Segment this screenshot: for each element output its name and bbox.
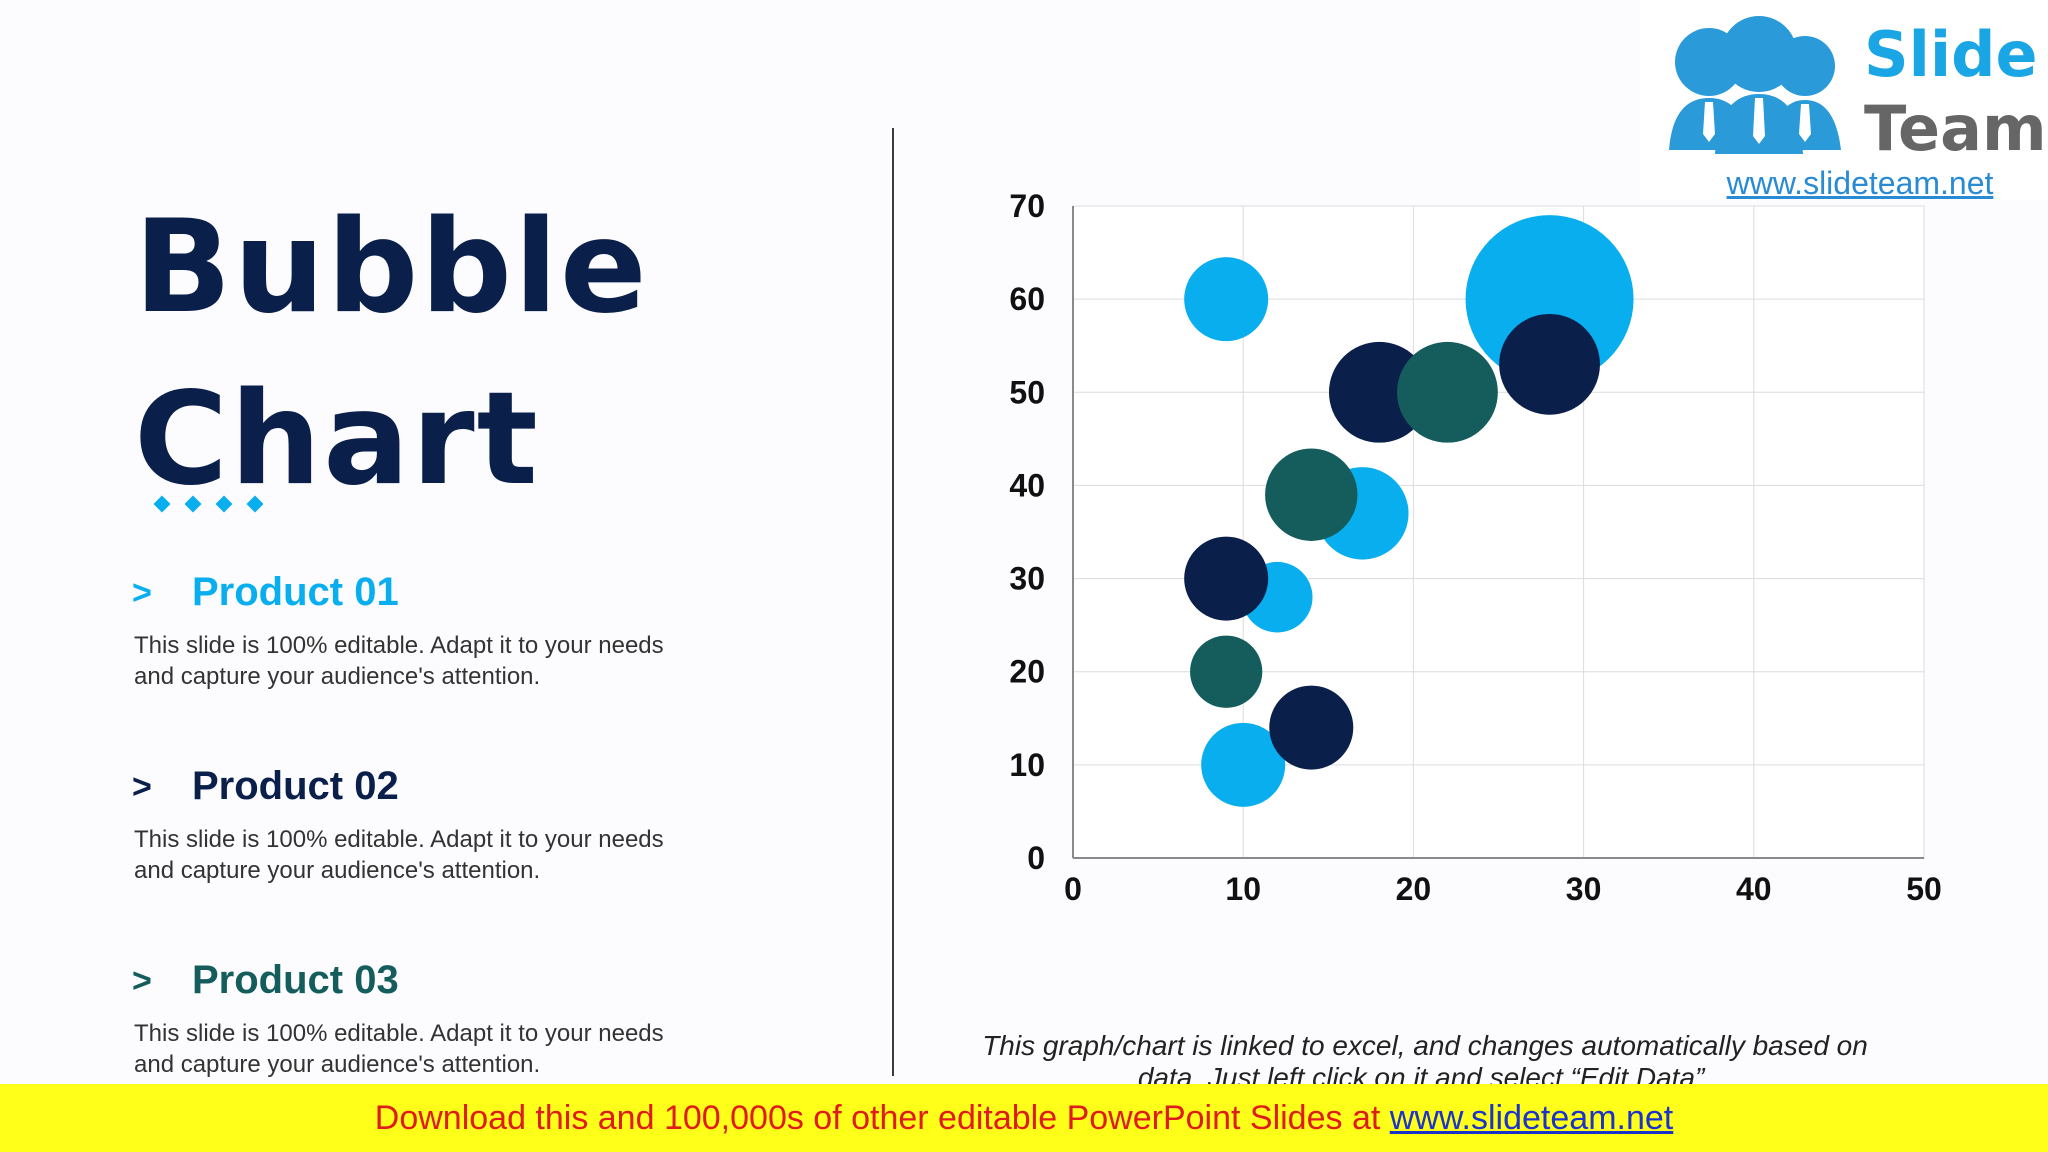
x-tick-label: 20 <box>1396 871 1432 907</box>
product-01-desc-line-1: This slide is 100% editable. Adapt it to… <box>134 632 664 659</box>
x-tick-label: 10 <box>1225 871 1261 907</box>
people-icon <box>1669 16 1841 154</box>
bubble-point <box>1190 635 1263 708</box>
bubble-point <box>1499 313 1600 415</box>
x-tick-label: 50 <box>1906 871 1942 907</box>
product-02-desc-line-1: This slide is 100% editable. Adapt it to… <box>134 826 664 853</box>
slide-title: Bubble Chart <box>134 182 649 526</box>
x-tick-label: 30 <box>1566 871 1602 907</box>
product-01-title: Product 01 <box>192 570 399 614</box>
product-03-title: Product 03 <box>192 958 399 1002</box>
download-banner: Download this and 100,000s of other edit… <box>0 1084 2048 1152</box>
y-tick-label: 10 <box>1009 747 1045 783</box>
logo-url-link[interactable]: www.slideteam.net <box>1726 165 1994 201</box>
y-tick-label: 20 <box>1009 654 1045 690</box>
product-01-desc-line-2: and capture your audience's attention. <box>134 663 541 690</box>
logo-word-team: Team <box>1864 92 2047 165</box>
product-01-block: > Product 01 This slide is 100% editable… <box>132 570 752 690</box>
bubble-point <box>1269 685 1354 770</box>
y-tick-label: 30 <box>1009 561 1045 597</box>
x-tick-label: 0 <box>1064 871 1082 907</box>
title-line-1: Bubble <box>134 193 649 342</box>
product-02-description: This slide is 100% editable. Adapt it to… <box>134 824 754 886</box>
product-03-description: This slide is 100% editable. Adapt it to… <box>134 1018 754 1080</box>
bubble-point <box>1184 536 1269 621</box>
y-tick-label: 40 <box>1009 467 1045 503</box>
vertical-divider <box>892 128 894 1076</box>
bubble-point <box>1201 722 1286 807</box>
product-03-block: > Product 03 This slide is 100% editable… <box>132 958 752 1078</box>
product-02-block: > Product 02 This slide is 100% editable… <box>132 764 752 884</box>
product-01-description: This slide is 100% editable. Adapt it to… <box>134 630 754 692</box>
y-tick-label: 70 <box>1009 188 1045 224</box>
banner-link[interactable]: www.slideteam.net <box>1389 1099 1674 1137</box>
bubble-point <box>1397 341 1498 443</box>
bubble-point <box>1184 257 1269 342</box>
banner-text: Download this and 100,000s of other edit… <box>374 1099 1390 1137</box>
slideteam-logo[interactable]: Slide Team www.slideteam.net <box>1640 0 2048 201</box>
product-03-desc-line-2: and capture your audience's attention. <box>134 1051 541 1078</box>
product-02-title: Product 02 <box>192 764 399 808</box>
product-02-desc-line-2: and capture your audience's attention. <box>134 857 541 884</box>
chevron-right-icon: > <box>132 768 152 806</box>
y-tick-label: 50 <box>1009 374 1045 410</box>
chevron-right-icon: > <box>132 574 152 612</box>
title-line-2: Chart <box>134 365 540 514</box>
bubble-chart[interactable]: 0 10 20 30 40 50 0 10 20 30 40 50 60 70 <box>960 170 1960 930</box>
y-tick-label: 60 <box>1009 281 1045 317</box>
x-tick-label: 40 <box>1736 871 1772 907</box>
chevron-right-icon: > <box>132 962 152 1000</box>
y-tick-label: 0 <box>1027 840 1045 876</box>
logo-word-slide: Slide <box>1864 18 2038 91</box>
product-03-desc-line-1: This slide is 100% editable. Adapt it to… <box>134 1020 664 1047</box>
bubble-point <box>1265 448 1358 541</box>
